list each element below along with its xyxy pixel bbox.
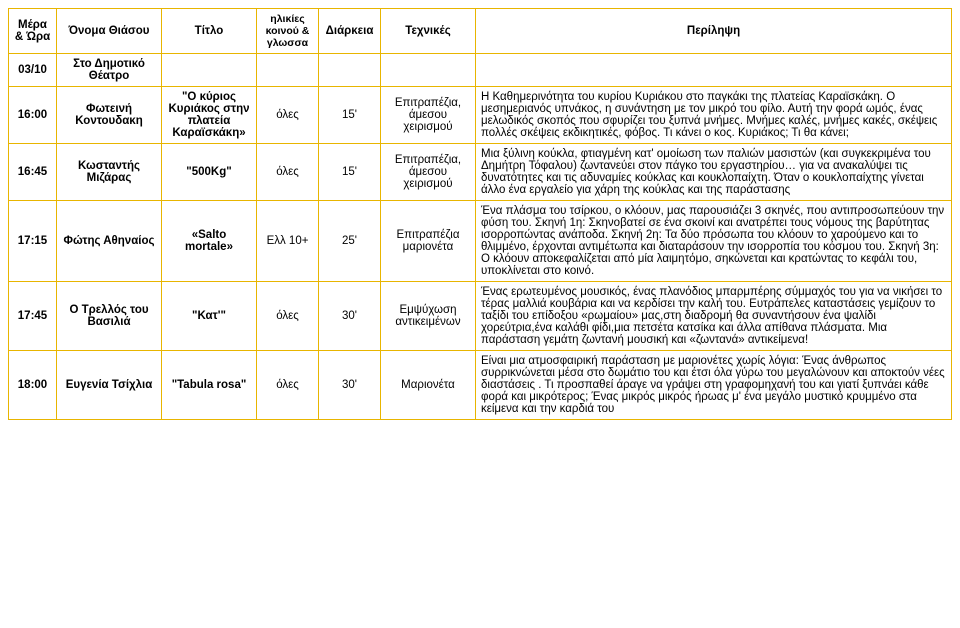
- cell-summary: Ένα πλάσμα του τσίρκου, ο κλόουν, μας πα…: [476, 201, 952, 282]
- header-row: Μέρα & Ώρα Όνομα Θιάσου Τίτλο ηλικίες κο…: [9, 9, 952, 54]
- cell-duration: 15': [319, 144, 381, 201]
- date-row: 03/10 Στο Δημοτικό Θέατρο: [9, 54, 952, 87]
- cell-title: "Ο κύριος Κυριάκος στην πλατεία Καραϊσκά…: [162, 87, 257, 144]
- table-row: 16:00 Φωτεινή Κοντουδακη "Ο κύριος Κυριά…: [9, 87, 952, 144]
- table-row: 18:00 Ευγενία Τσίχλια "Tabula rosa" όλες…: [9, 351, 952, 420]
- col-title: Τίτλο: [162, 9, 257, 54]
- schedule-table: Μέρα & Ώρα Όνομα Θιάσου Τίτλο ηλικίες κο…: [8, 8, 952, 420]
- empty-cell: [476, 54, 952, 87]
- cell-age: όλες: [257, 87, 319, 144]
- table-row: 16:45 Κωσταντής Μιζάρας "500Kg" όλες 15'…: [9, 144, 952, 201]
- table-row: 17:15 Φώτης Αθηναίος «Salto mortale» Ελλ…: [9, 201, 952, 282]
- cell-age: όλες: [257, 351, 319, 420]
- cell-time: 17:15: [9, 201, 57, 282]
- cell-summary: Η Καθημερινότητα του κυρίου Κυριάκου στο…: [476, 87, 952, 144]
- col-techniques: Τεχνικές: [381, 9, 476, 54]
- col-age: ηλικίες κοινού & γλωσσα: [257, 9, 319, 54]
- cell-age: Ελλ 10+: [257, 201, 319, 282]
- cell-title: «Salto mortale»: [162, 201, 257, 282]
- col-summary: Περίληψη: [476, 9, 952, 54]
- col-time: Μέρα & Ώρα: [9, 9, 57, 54]
- col-duration: Διάρκεια: [319, 9, 381, 54]
- empty-cell: [319, 54, 381, 87]
- cell-name: Φωτεινή Κοντουδακη: [57, 87, 162, 144]
- cell-summary: Μια ξύλινη κούκλα, φτιαγμένη κατ' ομοίωσ…: [476, 144, 952, 201]
- cell-techniques: Μαριονέτα: [381, 351, 476, 420]
- empty-cell: [381, 54, 476, 87]
- cell-techniques: Επιτραπέζια, άμεσου χειρισμού: [381, 144, 476, 201]
- cell-age: όλες: [257, 144, 319, 201]
- cell-techniques: Επιτραπέζια, άμεσου χειρισμού: [381, 87, 476, 144]
- cell-duration: 15': [319, 87, 381, 144]
- cell-summary: Ένας ερωτευμένος μουσικός, ένας πλανόδιο…: [476, 282, 952, 351]
- cell-time: 16:00: [9, 87, 57, 144]
- cell-name: Κωσταντής Μιζάρας: [57, 144, 162, 201]
- cell-duration: 30': [319, 282, 381, 351]
- cell-name: Φώτης Αθηναίος: [57, 201, 162, 282]
- cell-time: 18:00: [9, 351, 57, 420]
- cell-name: Ευγενία Τσίχλια: [57, 351, 162, 420]
- cell-title: "Tabula rosa": [162, 351, 257, 420]
- cell-techniques: Επιτραπέζια μαριονέτα: [381, 201, 476, 282]
- empty-cell: [162, 54, 257, 87]
- cell-name: Ο Τρελλός του Βασιλιά: [57, 282, 162, 351]
- cell-duration: 30': [319, 351, 381, 420]
- venue-cell: Στο Δημοτικό Θέατρο: [57, 54, 162, 87]
- cell-time: 17:45: [9, 282, 57, 351]
- table-row: 17:45 Ο Τρελλός του Βασιλιά "Κατ'" όλες …: [9, 282, 952, 351]
- cell-age: όλες: [257, 282, 319, 351]
- cell-title: "Κατ'": [162, 282, 257, 351]
- date-cell: 03/10: [9, 54, 57, 87]
- cell-duration: 25': [319, 201, 381, 282]
- cell-time: 16:45: [9, 144, 57, 201]
- col-name: Όνομα Θιάσου: [57, 9, 162, 54]
- empty-cell: [257, 54, 319, 87]
- cell-title: "500Kg": [162, 144, 257, 201]
- cell-techniques: Εμψύχωση αντικειμένων: [381, 282, 476, 351]
- cell-summary: Είναι μια ατμοσφαιρική παράσταση με μαρι…: [476, 351, 952, 420]
